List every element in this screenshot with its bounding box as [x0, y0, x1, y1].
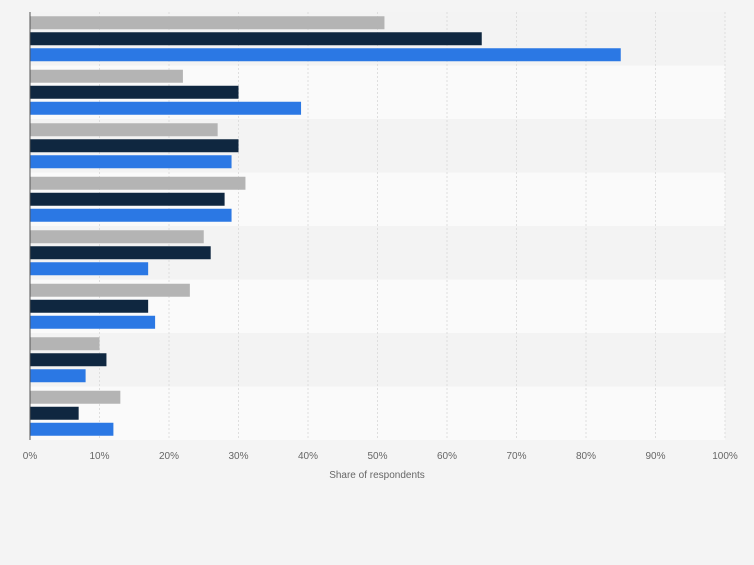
- x-tick-label: 10%: [89, 451, 109, 462]
- bar-series-2-cat-2[interactable]: [30, 85, 239, 99]
- x-tick-label: 80%: [576, 451, 596, 462]
- bar-series-2-cat-4[interactable]: [30, 192, 225, 206]
- bar-series-2-cat-6[interactable]: [30, 299, 149, 313]
- bar-series-3-cat-5[interactable]: [30, 262, 149, 276]
- bar-series-2-cat-5[interactable]: [30, 246, 211, 260]
- x-tick-label: 100%: [712, 451, 738, 462]
- bar-series-2-cat-7[interactable]: [30, 353, 107, 367]
- x-tick-labels: 0% 10% 20% 30% 40% 50% 60% 70% 80% 90% 100%: [23, 451, 738, 462]
- x-tick-label: 50%: [367, 451, 387, 462]
- bars: [30, 16, 621, 436]
- bar-series-2-cat-1[interactable]: [30, 32, 482, 46]
- bar-series-1-cat-7[interactable]: [30, 337, 100, 351]
- bar-series-3-cat-7[interactable]: [30, 369, 86, 383]
- bar-series-1-cat-6[interactable]: [30, 283, 190, 297]
- gridlines: [99, 12, 726, 440]
- x-tick-label: 70%: [506, 451, 526, 462]
- x-tick-label: 20%: [159, 451, 179, 462]
- bar-series-1-cat-5[interactable]: [30, 230, 204, 244]
- bar-series-3-cat-1[interactable]: [30, 48, 621, 62]
- x-tick-label: 90%: [645, 451, 665, 462]
- bar-series-3-cat-3[interactable]: [30, 155, 232, 169]
- bar-series-1-cat-4[interactable]: [30, 176, 246, 190]
- bar-series-3-cat-6[interactable]: [30, 315, 156, 329]
- bar-series-1-cat-2[interactable]: [30, 69, 183, 83]
- x-tick-label: 60%: [437, 451, 457, 462]
- bar-series-1-cat-8[interactable]: [30, 390, 121, 404]
- x-axis-title: Share of respondents: [329, 470, 425, 481]
- bar-series-2-cat-3[interactable]: [30, 139, 239, 153]
- x-tick-label: 0%: [23, 451, 38, 462]
- bar-series-3-cat-4[interactable]: [30, 208, 232, 222]
- bar-series-3-cat-8[interactable]: [30, 422, 114, 436]
- bar-series-1-cat-1[interactable]: [30, 16, 385, 30]
- bar-series-3-cat-2[interactable]: [30, 101, 302, 115]
- bar-series-2-cat-8[interactable]: [30, 406, 79, 420]
- x-tick-label: 30%: [228, 451, 248, 462]
- x-tick-label: 40%: [298, 451, 318, 462]
- bar-series-1-cat-3[interactable]: [30, 123, 218, 137]
